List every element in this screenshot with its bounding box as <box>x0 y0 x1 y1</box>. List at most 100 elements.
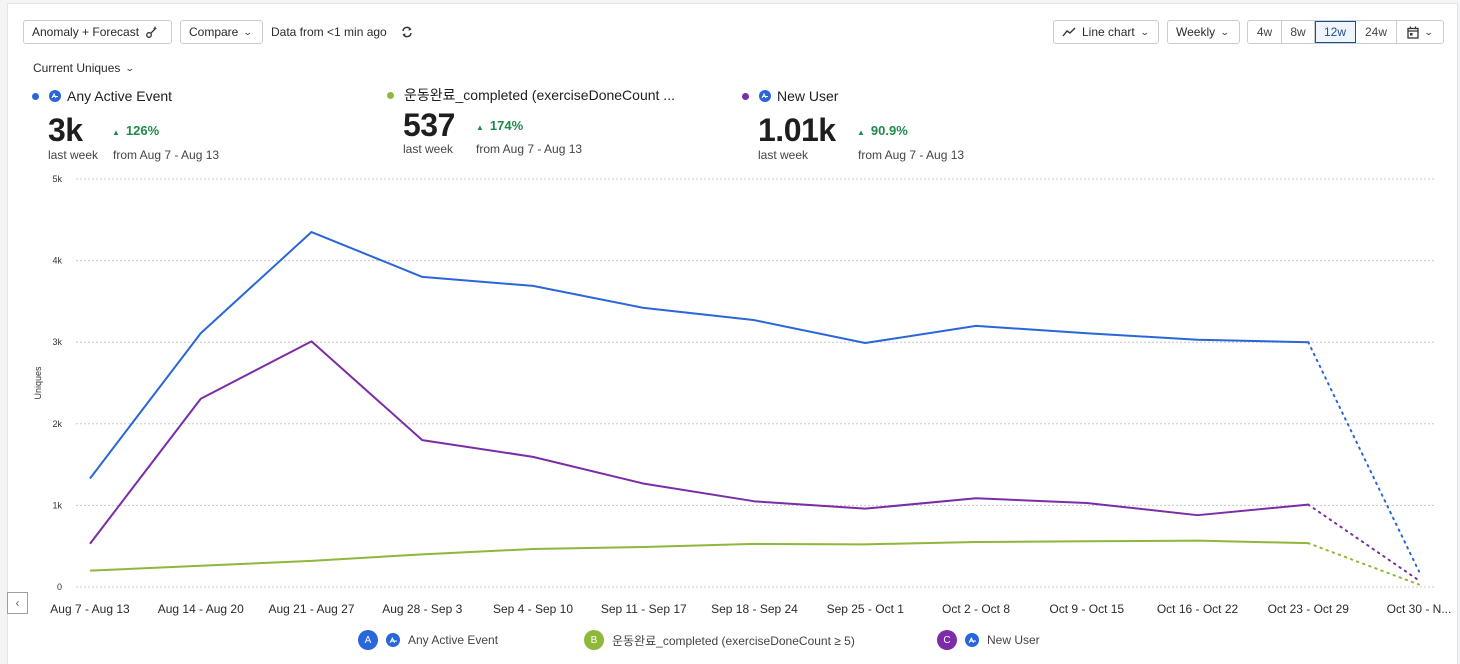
metric-value: 537 <box>403 107 455 143</box>
y-tick-label: 1k <box>52 500 62 510</box>
range-4w[interactable]: 4w <box>1248 21 1282 43</box>
legend-item-b[interactable]: B 운동완료_completed (exerciseDoneCount ≥ 5) <box>584 630 855 650</box>
data-point[interactable] <box>1082 498 1092 508</box>
series-line[interactable] <box>89 539 1309 572</box>
data-point[interactable] <box>1193 335 1203 345</box>
custom-date-button[interactable]: ⌄ <box>1397 21 1443 43</box>
magic-wand-icon <box>145 25 159 39</box>
data-point[interactable] <box>971 493 981 503</box>
range-8w[interactable]: 8w <box>1282 21 1315 43</box>
x-tick-label: Oct 23 - Oct 29 <box>1268 602 1350 616</box>
metric-from: from Aug 7 - Aug 13 <box>113 148 220 162</box>
data-point[interactable] <box>971 321 981 331</box>
data-point[interactable] <box>1193 510 1203 520</box>
series-line[interactable] <box>89 231 1309 480</box>
data-point[interactable] <box>85 473 95 483</box>
data-point[interactable] <box>639 479 649 489</box>
anomaly-forecast-button[interactable]: Anomaly + Forecast <box>23 20 172 44</box>
data-point[interactable] <box>307 556 317 566</box>
data-point[interactable] <box>307 336 317 346</box>
range-24w[interactable]: 24w <box>1356 21 1397 43</box>
data-point[interactable] <box>1193 536 1203 546</box>
gridlines <box>76 178 1434 588</box>
data-point[interactable] <box>750 539 760 549</box>
data-point[interactable] <box>1082 328 1092 338</box>
metric-value: 3k <box>48 112 83 148</box>
data-point[interactable] <box>417 549 427 559</box>
compare-dropdown[interactable]: Compare ⌄ <box>180 20 263 44</box>
x-tick-label: Aug 21 - Aug 27 <box>268 602 354 616</box>
legend-badge: C <box>937 630 957 650</box>
data-point[interactable] <box>1414 575 1424 585</box>
chevron-down-icon: ⌄ <box>1139 26 1150 37</box>
data-point[interactable] <box>750 315 760 325</box>
data-point[interactable] <box>1303 337 1313 347</box>
data-point[interactable] <box>85 566 95 576</box>
data-point[interactable] <box>1082 536 1092 546</box>
metric-card-exercise-completed: 운동완료_completed (exerciseDoneCount ... 53… <box>387 85 707 165</box>
series-line-incomplete[interactable] <box>1307 503 1420 582</box>
data-point[interactable] <box>528 452 538 462</box>
data-point[interactable] <box>417 435 427 445</box>
data-point[interactable] <box>196 561 206 571</box>
metric-value: 1.01k <box>758 112 836 148</box>
data-point[interactable] <box>85 539 95 549</box>
refresh-icon[interactable] <box>400 25 414 39</box>
metric-name: Any Active Event <box>67 88 173 104</box>
data-point[interactable] <box>639 542 649 552</box>
data-point[interactable] <box>528 544 538 554</box>
metric-name-row: 운동완료_completed (exerciseDoneCount ... <box>387 85 707 105</box>
metric-selector-dropdown[interactable]: Current Uniques ⌄ <box>33 61 135 75</box>
metric-card-new-user: New User 1.01k last week ▲ 90.9% from Aug… <box>742 88 1062 168</box>
legend-label: 운동완료_completed (exerciseDoneCount ≥ 5) <box>612 633 855 648</box>
metric-name-row: New User <box>742 88 1062 104</box>
legend-badge: A <box>358 630 378 650</box>
metric-period: last week <box>48 148 99 162</box>
compare-label: Compare <box>189 25 239 39</box>
series-line[interactable] <box>89 340 1309 545</box>
range-12w[interactable]: 12w <box>1315 21 1356 43</box>
x-tick-label: Aug 28 - Sep 3 <box>382 602 462 616</box>
data-point[interactable] <box>196 328 206 338</box>
series-line-incomplete[interactable] <box>1307 542 1420 586</box>
data-point[interactable] <box>528 281 538 291</box>
interval-dropdown[interactable]: Weekly ⌄ <box>1167 20 1240 44</box>
legend-item-c[interactable]: C New User <box>937 630 1040 650</box>
series-2 <box>85 536 1420 586</box>
x-tick-label: Sep 18 - Sep 24 <box>711 602 798 616</box>
calendar-icon <box>1407 26 1419 39</box>
data-point[interactable] <box>860 539 870 549</box>
scroll-left-button[interactable]: ‹ <box>7 592 28 614</box>
data-point[interactable] <box>860 504 870 514</box>
data-point[interactable] <box>307 227 317 237</box>
line-chart-icon <box>1062 27 1076 37</box>
legend-item-a[interactable]: A Any Active Event <box>358 630 498 650</box>
up-triangle-icon: ▲ <box>857 128 865 137</box>
metric-name: 운동완료_completed (exerciseDoneCount ... <box>404 87 675 103</box>
line-chart: 0 1k 2k 3k 4k 5k Uniques Aug 7 - Aug 13 Aug 14… <box>33 174 1451 616</box>
metric-card-any-active-event: Any Active Event 3k last week ▲ 126% from… <box>32 88 352 168</box>
data-point[interactable] <box>639 303 649 313</box>
data-point[interactable] <box>971 537 981 547</box>
anomaly-forecast-label: Anomaly + Forecast <box>32 25 140 39</box>
data-point[interactable] <box>196 394 206 404</box>
series-color-dot <box>387 91 394 99</box>
x-tick-label: Aug 7 - Aug 13 <box>50 602 130 616</box>
metric-name: New User <box>777 88 839 104</box>
data-point[interactable] <box>750 496 760 506</box>
data-point[interactable] <box>417 272 427 282</box>
data-point[interactable] <box>1414 566 1424 576</box>
data-point[interactable] <box>1303 500 1313 510</box>
series-lines <box>85 227 1424 586</box>
data-point[interactable] <box>1303 538 1313 548</box>
data-freshness-text: Data from <1 min ago <box>271 25 387 39</box>
chart-type-dropdown[interactable]: Line chart ⌄ <box>1053 20 1159 44</box>
legend-label: New User <box>987 633 1040 647</box>
data-point[interactable] <box>860 338 870 348</box>
x-tick-label: Sep 4 - Sep 10 <box>493 602 573 616</box>
metric-name-row: Any Active Event <box>32 88 352 104</box>
series-1 <box>85 227 1424 576</box>
y-tick-label: 0 <box>57 582 62 592</box>
series-line-incomplete[interactable] <box>1307 341 1420 573</box>
metric-change-value: 174% <box>489 118 524 133</box>
